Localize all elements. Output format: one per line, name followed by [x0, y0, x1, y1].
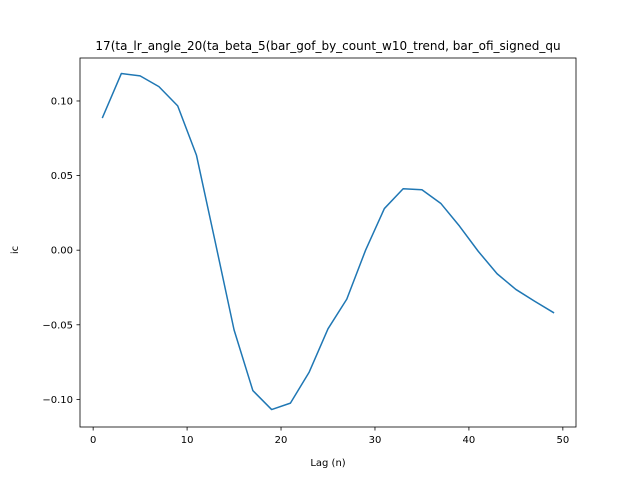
plot-frame — [79, 57, 577, 428]
x-axis-label: Lag (n) — [310, 458, 345, 469]
y-tick-label: −0.10 — [42, 395, 73, 406]
y-axis-label: ic — [10, 246, 21, 254]
y-tick-label: 0.05 — [51, 171, 73, 182]
x-tick-label: 50 — [556, 435, 569, 446]
series-line-0 — [101, 72, 555, 411]
x-tick-label: 20 — [275, 435, 288, 446]
y-tick-label: −0.05 — [42, 320, 73, 331]
y-tick-label: 0.00 — [51, 246, 73, 257]
chart-title: 17(ta_lr_angle_20(ta_beta_5(bar_gof_by_c… — [95, 39, 560, 53]
x-tick-label: 40 — [463, 435, 476, 446]
y-tick-label: 0.10 — [51, 96, 73, 107]
x-tick-label: 30 — [369, 435, 382, 446]
x-tick-label: 0 — [90, 435, 96, 446]
plot-area: 0 10 20 30 40 50 −0.10 −0.05 0.00 0.05 0.10 — [42, 57, 577, 446]
x-tick-label: 10 — [181, 435, 194, 446]
